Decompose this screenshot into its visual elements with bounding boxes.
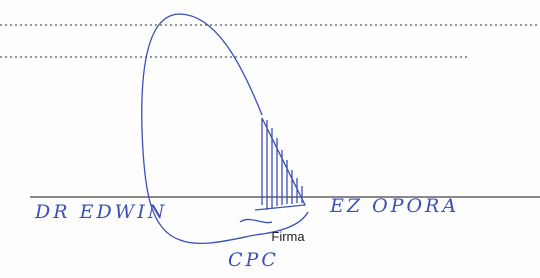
handwritten-name: EZ OPORA	[329, 195, 459, 217]
signature-label: Firma	[271, 229, 305, 244]
paper	[0, 0, 540, 278]
page: DR EDWIN EZ OPORA CPC Firma (() => { con…	[0, 0, 540, 278]
handwritten-title: CPC	[228, 249, 279, 271]
document: DR EDWIN EZ OPORA CPC Firma	[0, 0, 540, 278]
handwritten-name: DR EDWIN	[34, 201, 167, 223]
